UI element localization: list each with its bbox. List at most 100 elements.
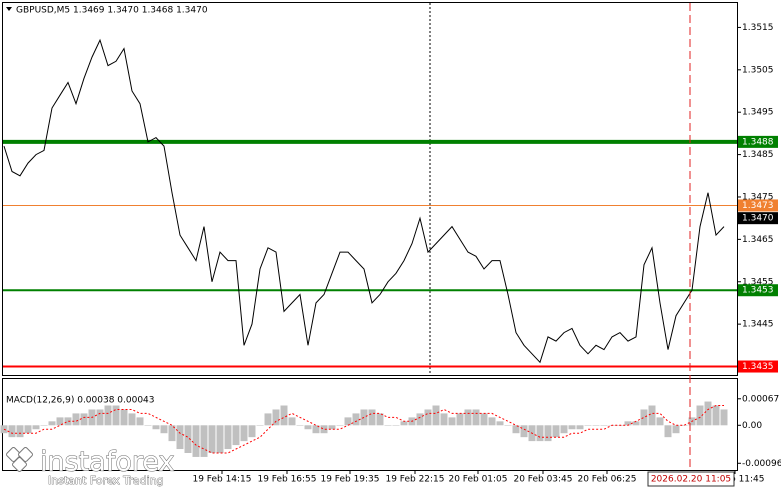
level-label-box <box>738 135 778 148</box>
macd-bar <box>224 425 232 450</box>
macd-bar <box>448 417 456 426</box>
macd-bar <box>720 409 728 426</box>
current-price-label: 1.3470 <box>742 214 774 224</box>
current-price-box <box>738 212 778 225</box>
macd-bar <box>584 425 592 426</box>
main-layer <box>3 38 737 368</box>
macd-bar <box>376 413 384 426</box>
y-tick-label: 1.3455 <box>742 277 774 287</box>
macd-bar <box>184 425 192 453</box>
y-tick-label: 1.3515 <box>742 23 774 33</box>
y-tick-label: 1.3505 <box>742 65 774 75</box>
cursor-label: 2026.02.20 11:05 <box>651 475 731 485</box>
macd-bar <box>648 405 656 426</box>
chart-header: GBPUSD,M5 1.3469 1.3470 1.3468 1.3470 <box>16 6 208 16</box>
macd-bar <box>576 425 584 430</box>
macd-bar <box>168 425 176 442</box>
macd-title: MACD(12,26,9) 0.00038 0.00043 <box>6 396 155 406</box>
macd-bar <box>512 425 520 434</box>
macd-bar <box>128 413 136 426</box>
macd-bar <box>640 409 648 426</box>
level-label-box <box>738 199 778 212</box>
macd-bar <box>400 421 408 426</box>
level-label-box <box>738 360 778 373</box>
macd-bar <box>320 425 328 434</box>
macd-bar <box>240 425 248 442</box>
y-tick-label: 1.3475 <box>742 192 774 202</box>
macd-bar <box>344 417 352 426</box>
macd-bar <box>568 425 576 430</box>
macd-layer <box>0 401 728 457</box>
signal-line <box>3 405 724 454</box>
macd-bar <box>464 409 472 426</box>
y-tick-label: 1.3495 <box>742 108 774 118</box>
macd-bar <box>664 425 672 438</box>
macd-bar <box>680 425 688 426</box>
macd-bar <box>288 417 296 426</box>
macd-bar <box>208 425 216 453</box>
macd-bar <box>336 425 344 426</box>
logo-icon <box>18 447 33 462</box>
logo-tagline: Instant Forex Trading <box>48 474 164 487</box>
macd-bar <box>136 417 144 426</box>
macd-bar <box>704 401 712 426</box>
macd-bar <box>40 425 48 426</box>
macd-bar <box>368 409 376 426</box>
macd-bar <box>304 425 312 430</box>
macd-bar <box>160 425 168 434</box>
macd-bar <box>72 413 80 426</box>
y-tick-label: 0.00067 <box>742 394 779 404</box>
x-tick-label: 20 Feb 11:45 <box>705 475 764 485</box>
level-label: 1.3435 <box>742 362 774 372</box>
macd-bar <box>312 425 320 434</box>
macd-bar <box>504 425 512 426</box>
x-tick-label: 20 Feb 01:05 <box>448 475 507 485</box>
macd-bar <box>8 425 16 438</box>
y-tick-label: -0.00096 <box>742 459 781 469</box>
macd-bar <box>416 413 424 426</box>
y-tick-label: 0.00 <box>742 421 762 431</box>
macd-bar <box>264 413 272 426</box>
macd-bar <box>592 425 600 426</box>
macd-bar <box>104 405 112 426</box>
macd-bar <box>472 409 480 426</box>
menu-triangle <box>6 7 12 11</box>
macd-bar <box>392 425 400 426</box>
macd-bar <box>536 425 544 442</box>
macd-bar <box>280 405 288 426</box>
macd-bar <box>352 413 360 426</box>
macd-bar <box>456 413 464 426</box>
macd-bar <box>144 425 152 426</box>
x-tick-label: 20 Feb 03:45 <box>513 475 572 485</box>
macd-bar <box>176 425 184 450</box>
macd-bar <box>152 425 160 430</box>
macd-bar <box>624 421 632 426</box>
price-line <box>3 38 725 364</box>
macd-bar <box>440 413 448 426</box>
macd-bar <box>328 425 336 430</box>
x-tick-label: 19 Feb 14:15 <box>192 475 251 485</box>
y-tick-label: 1.3485 <box>742 150 774 160</box>
axis-layer: 1.3515 1.3505 1.3495 1.3485 1.3475 1.3465 1.34… <box>192 23 781 487</box>
macd-bar <box>384 425 392 426</box>
macd-bar <box>64 417 72 426</box>
y-tick-label: 1.3445 <box>742 320 774 330</box>
macd-bar <box>232 425 240 446</box>
macd-bar <box>200 425 208 457</box>
macd-bar <box>256 425 264 426</box>
macd-bar <box>544 425 552 442</box>
macd-bar <box>216 425 224 453</box>
x-tick-label: 19 Feb 16:55 <box>257 475 316 485</box>
macd-bar <box>496 421 504 426</box>
y-tick-label: 1.3465 <box>742 235 774 245</box>
x-tick-label: 20 Feb 06:25 <box>577 475 636 485</box>
macd-bar <box>520 425 528 438</box>
macd-bar <box>248 425 256 438</box>
x-tick-label: 19 Feb 19:35 <box>320 475 379 485</box>
macd-bar <box>672 425 680 434</box>
macd-bar <box>600 425 608 426</box>
level-label-box <box>738 284 778 297</box>
cursor-label-box <box>647 471 735 487</box>
